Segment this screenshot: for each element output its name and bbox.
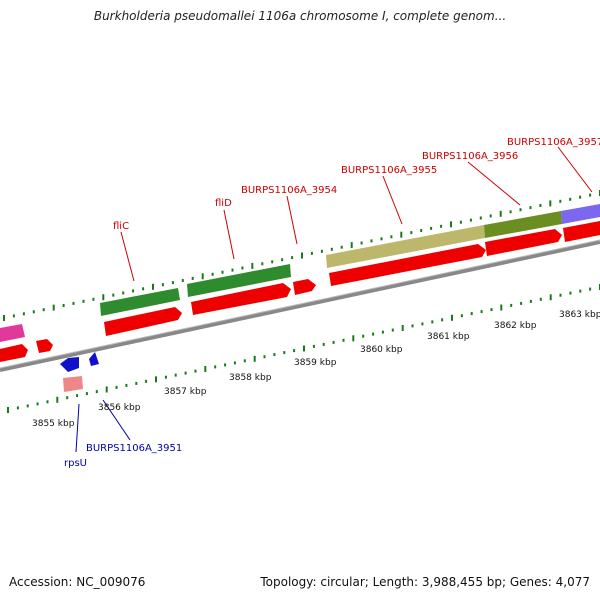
scale-label: 3862 kbp: [494, 321, 537, 331]
scale-label: 3861 kbp: [427, 332, 470, 342]
forward-gene-fliD[interactable]: [191, 283, 291, 315]
summary-text: Topology: circular; Length: 3,988,455 bp…: [260, 575, 590, 589]
forward-gene-fliC[interactable]: [104, 307, 182, 336]
gene-label-flid[interactable]: fliD: [215, 198, 232, 209]
forward-gene-arrow[interactable]: [36, 339, 53, 353]
forward-gene-3956[interactable]: [485, 229, 562, 256]
gene-label-3951[interactable]: BURPS1106A_3951: [86, 443, 182, 454]
gene-label-3957[interactable]: BURPS1106A_3957: [507, 137, 600, 148]
leader-line: [120, 231, 135, 282]
accession-text: Accession: NC_009076: [9, 575, 146, 589]
forward-gene-3954[interactable]: [293, 279, 316, 295]
feature-purple[interactable]: [561, 204, 600, 224]
feature-dark-olive[interactable]: [484, 211, 562, 238]
feature-olive[interactable]: [326, 225, 485, 268]
gene-label-flic[interactable]: fliC: [113, 221, 129, 232]
scale-label: 3858 kbp: [229, 373, 272, 383]
forward-gene-arrow[interactable]: [0, 344, 28, 362]
leader-line: [223, 209, 235, 260]
feature-flic[interactable]: [100, 288, 180, 316]
feature-flid[interactable]: [187, 264, 291, 297]
outer-tick-row: [3, 190, 600, 321]
gene-label-rpsu[interactable]: rpsU: [64, 458, 87, 469]
leader-line: [102, 399, 131, 441]
leader-line: [557, 146, 593, 193]
scale-label: 3857 kbp: [164, 387, 207, 397]
scale-label: 3860 kbp: [360, 345, 403, 355]
forward-gene-3957[interactable]: [563, 221, 600, 242]
leader-line: [75, 403, 80, 453]
reverse-gene-rpsu[interactable]: [63, 376, 83, 392]
gene-label-3955[interactable]: BURPS1106A_3955: [341, 165, 437, 176]
scale-label: 3856 kbp: [98, 403, 141, 413]
reverse-gene-arrow[interactable]: [60, 357, 79, 372]
scale-label: 3863 kbp: [559, 310, 600, 320]
leader-line: [382, 175, 403, 225]
leader-line: [286, 195, 298, 245]
map-title: Burkholderia pseudomallei 1106a chromoso…: [93, 9, 507, 23]
leader-line: [467, 161, 521, 206]
gene-label-3954[interactable]: BURPS1106A_3954: [241, 185, 337, 196]
scale-tick-row: [7, 284, 600, 413]
scale-label: 3859 kbp: [294, 358, 337, 368]
feature-magenta[interactable]: [0, 324, 25, 342]
chromosome-backbone: [0, 240, 600, 372]
forward-gene-3955[interactable]: [329, 244, 486, 286]
reverse-gene-arrow[interactable]: [89, 352, 99, 366]
scale-label: 3855 kbp: [32, 419, 75, 429]
gene-label-3956[interactable]: BURPS1106A_3956: [422, 151, 518, 162]
